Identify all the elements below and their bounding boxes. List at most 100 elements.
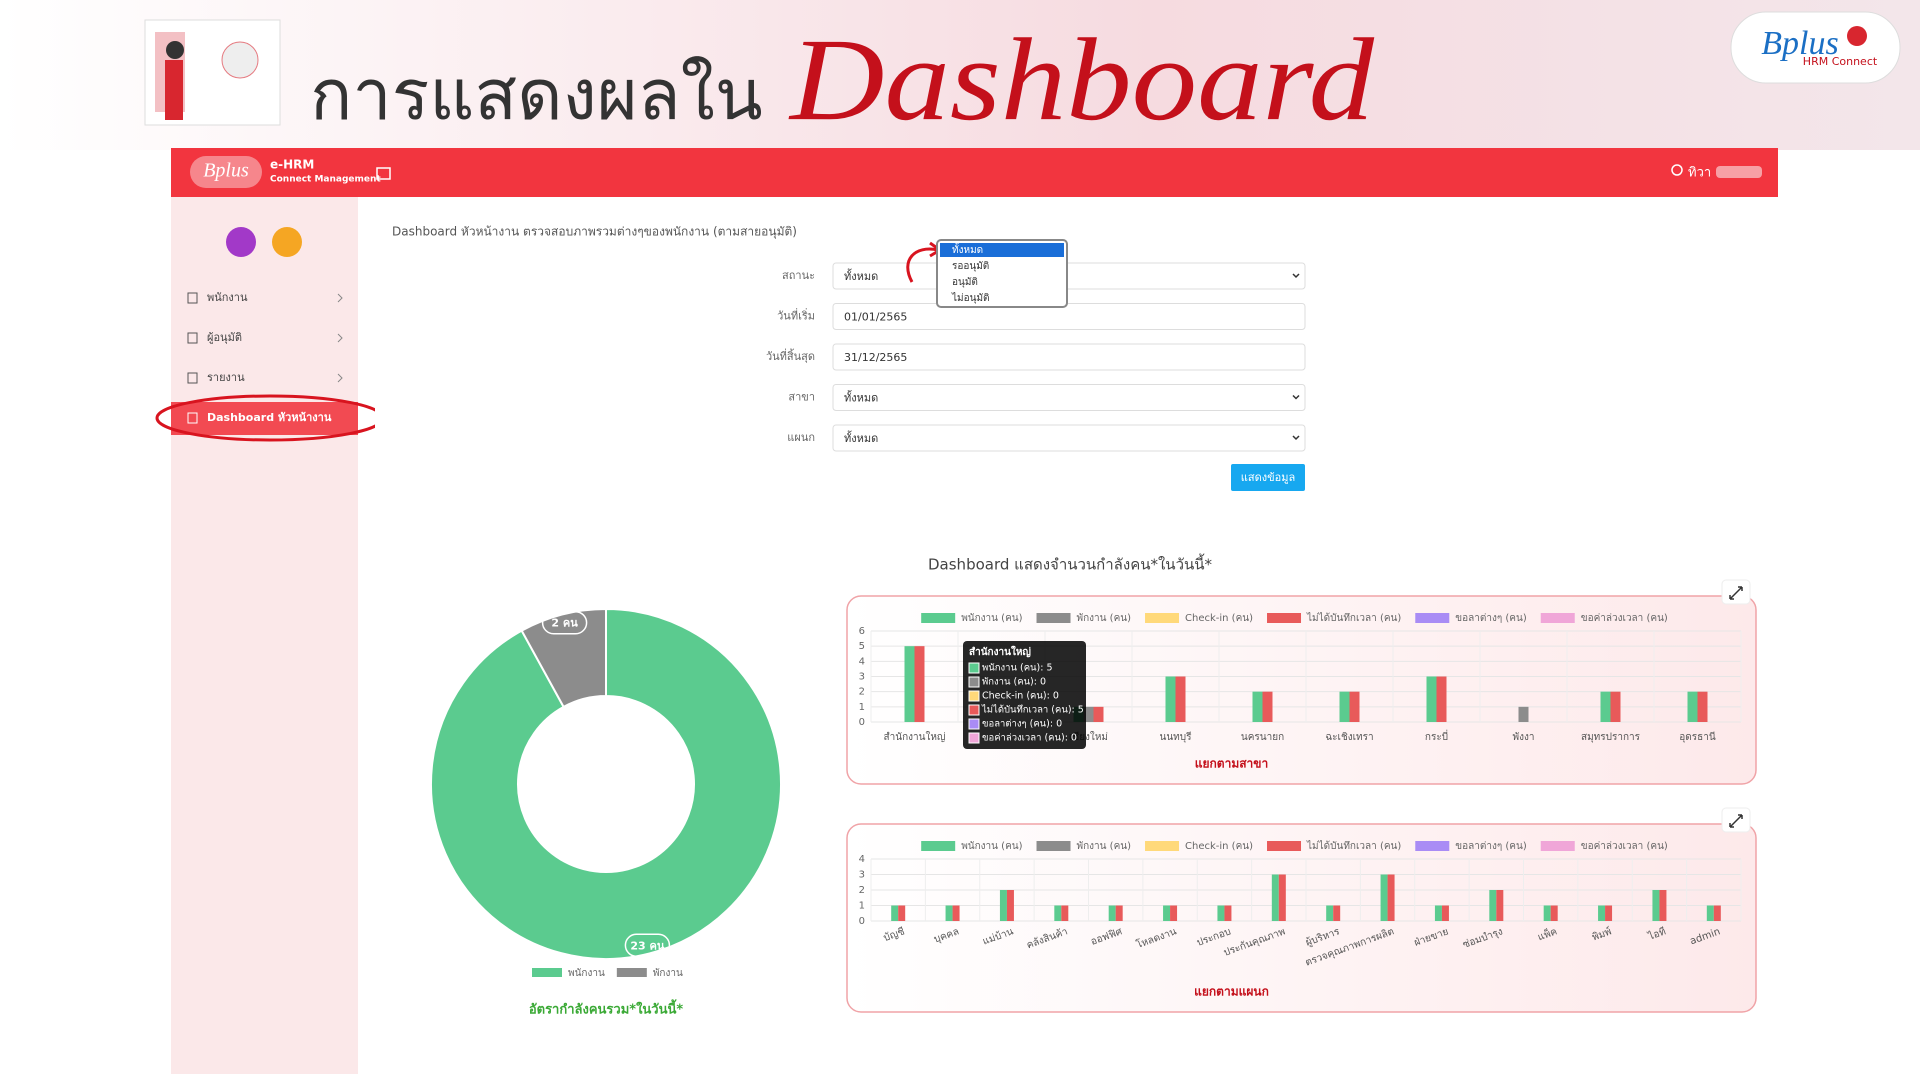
menu-icon[interactable] [376,167,391,180]
legend-label: ขอค่าล่วงเวลา (คน) [1581,841,1668,852]
field-input[interactable] [832,303,1306,330]
bar [1115,905,1123,921]
legend-label: ขอลาต่างๆ (คน) [1455,613,1527,624]
bar [1262,691,1273,722]
bar [1496,890,1504,921]
dropdown-option[interactable]: ทั้งหมด [952,242,983,256]
bar [1550,905,1558,921]
field-input[interactable] [832,343,1306,371]
dropdown-option[interactable]: รออนุมัติ [952,261,989,272]
field-value[interactable]: ทั้งหมด [844,430,878,445]
dropdown-selected[interactable] [940,243,1064,257]
field-input[interactable] [832,384,1306,411]
dropdown-option[interactable]: อนุมัติ [952,277,978,288]
legend: พนักงาน (คน) พักงาน (คน) Check-in (คน) ไม่ไ… [921,612,1668,624]
bar [1659,890,1667,921]
bar [1339,691,1350,722]
tooltip [963,641,1086,749]
legend-label: ไม่ได้บันทึกเวลา (คน) [1306,840,1401,852]
expand-icon [1729,586,1743,600]
filter-heading: Dashboard หัวหน้างาน ตรวจสอบภาพรวมต่างๆข… [392,225,797,240]
app-logo: Bplus [203,160,249,182]
menu-icon[interactable] [187,372,198,384]
bar [1175,676,1186,722]
bar [1333,905,1341,921]
menu-icon[interactable] [187,412,198,424]
user-name[interactable]: ทิวา [1688,166,1711,181]
sidebar-icon[interactable] [226,227,256,257]
bar [999,890,1007,921]
bar [1436,676,1447,722]
y-tick-label: 0 [859,916,865,927]
button-label[interactable]: แสดงข้อมูล [1241,471,1295,484]
tooltip-swatch [968,732,980,744]
menu-item[interactable]: รายงาน [207,371,245,384]
dropdown-option[interactable]: ไม่อนุมัติ [951,292,990,304]
app-name: e-HRM [270,158,314,172]
submit-button[interactable]: แสดงข้อมูล [1231,464,1305,491]
legend-swatch [1267,613,1302,623]
tooltip-swatch [968,676,980,688]
button-bg[interactable] [1231,464,1305,491]
menu-icon[interactable] [187,292,198,304]
bar [1093,706,1104,722]
field-value[interactable]: 31/12/2565 [844,351,907,364]
menu-item[interactable]: ผู้อนุมัติ [207,331,242,344]
donut-slice [429,607,782,960]
menu-icon[interactable] [187,332,198,344]
legend-swatch [1145,613,1180,623]
menu-item[interactable]: Dashboard หัวหน้างาน [207,411,332,424]
legend-label: พนักงาน (คน) [961,841,1022,852]
menu-item[interactable]: พนักงาน [207,291,248,304]
bar [952,905,960,921]
field-value[interactable]: ทั้งหมด [844,268,878,283]
legend-swatch [921,841,956,851]
field-input[interactable] [832,262,1306,290]
dashboard-title: Dashboard แสดงจำนวนกำลังคน*ในวันนี้* [928,554,1212,574]
menu-toggle[interactable] [376,167,391,180]
x-tick-label: สำนักงานใหญ่ [884,731,946,743]
user-icon[interactable] [1671,164,1683,176]
legend-swatch [921,613,956,623]
bar [1278,874,1286,921]
illustration-person [165,60,183,120]
bar [1441,905,1449,921]
legend-swatch [1145,841,1180,851]
legend-label: พักงาน [653,968,683,979]
app-logo-badge [190,156,262,188]
field-input[interactable] [832,424,1306,452]
x-tick-label: กระบี่ [1425,729,1448,743]
legend-label: พักงาน (คน) [1077,841,1132,852]
header-title-highlight: Dashboard [788,14,1375,145]
y-tick-label: 2 [859,885,865,896]
tooltip-line: พนักงาน (คน): 5 [982,663,1053,674]
y-tick-label: 3 [859,672,865,683]
header-bg [0,0,1920,150]
header-title: การแสดงผลใน [310,54,763,136]
bar [1598,905,1606,921]
legend-label: ไม่ได้บันทึกเวลา (คน) [1306,612,1401,624]
chart-box [846,823,1757,1013]
legend-swatch [532,968,562,977]
bar [1054,905,1062,921]
bar [1610,691,1621,722]
select-arrow [1292,273,1300,279]
field-value[interactable]: 01/01/2565 [844,311,907,324]
y-tick-label: 3 [859,870,865,881]
tooltip-swatch [968,704,980,716]
y-tick-label: 4 [859,656,865,667]
bar [1252,691,1263,722]
field-label: แผนก [787,431,815,444]
x-tick-label: สมุทรปราการ [1581,732,1641,743]
sidebar-icon[interactable] [272,227,302,257]
bar [1224,905,1232,921]
bar [1426,676,1437,722]
user-blur [1716,166,1762,178]
menu-chevron [337,373,343,383]
field-label: สาขา [788,391,815,404]
x-tick-label: ฉะเชิงเทรา [1325,732,1373,743]
bar [1543,905,1551,921]
bar [1652,890,1660,921]
field-value[interactable]: ทั้งหมด [844,390,878,405]
bar [898,905,906,921]
